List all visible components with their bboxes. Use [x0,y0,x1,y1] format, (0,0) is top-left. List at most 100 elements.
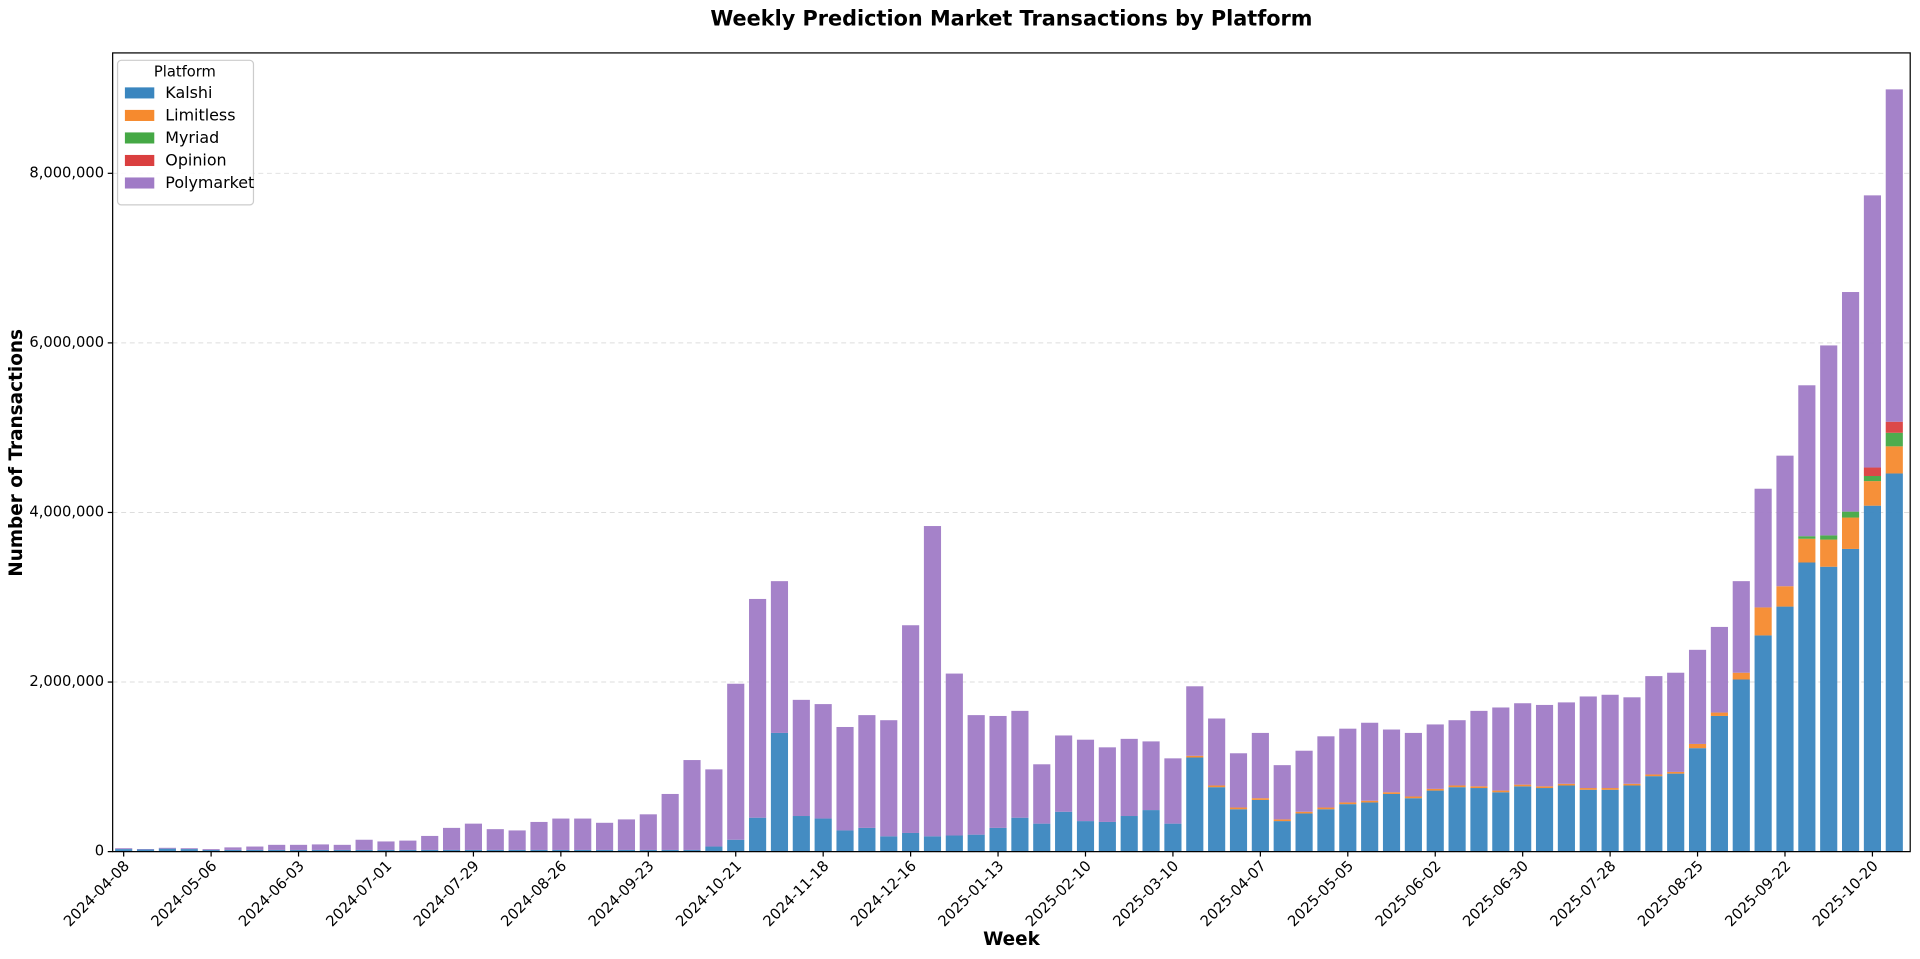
bar-segment [1427,789,1444,791]
bar-segment [1339,804,1356,851]
bar-segment [1077,740,1094,821]
bar-segment [1514,785,1531,787]
bar-segment [1667,774,1684,852]
legend-label: Limitless [165,106,235,125]
bar-segment [465,824,482,850]
bar-segment [1755,489,1772,608]
bar-segment [1864,506,1881,852]
bar-segment [1886,473,1903,851]
bar-segment [880,836,897,851]
bar-segment [377,841,394,849]
bar-segment [1864,468,1881,476]
bar-segment [1208,785,1225,787]
bar-segment [946,674,963,836]
bar-segment [1645,676,1662,774]
bar-segment [1864,481,1881,506]
bar-segment [1208,719,1225,786]
bar-segment [224,847,241,850]
bar-segment [1602,790,1619,852]
bar-segment [1842,292,1859,512]
bar-segment [596,823,613,850]
bar-segment [1536,788,1553,852]
chart-title: Weekly Prediction Market Transactions by… [710,7,1312,31]
bar-segment [1011,818,1028,852]
bar-segment [858,828,875,852]
bar-segment [1623,785,1640,851]
bar-segment [1842,549,1859,852]
bar-segment [1514,786,1531,851]
bar-segment [727,684,744,840]
bar-segment [989,716,1006,828]
bar-segment [1099,822,1116,852]
bar-segment [1623,784,1640,786]
bar-segment [1711,716,1728,852]
bar-segment [1449,720,1466,785]
bar-segment [1755,635,1772,851]
bar-segment [749,599,766,818]
bar-segment [1536,786,1553,788]
bar-segment [1449,787,1466,851]
bar-segment [1121,739,1138,816]
bar-segment [1405,797,1422,799]
bar-segment [246,847,263,850]
bar-segment [1252,800,1269,852]
legend-swatch [125,177,154,188]
bar-segment [159,848,176,849]
bar-segment [1711,627,1728,713]
bar-segment [1580,696,1597,788]
bar-segment [1252,733,1269,798]
bar-segment [1689,650,1706,744]
bar-segment [640,814,657,850]
bar-segment [1383,730,1400,793]
bar-segment [924,526,941,836]
bar-segment [1580,790,1597,852]
bar-segment [443,828,460,850]
legend-swatch [125,87,154,98]
bar-segment [1317,736,1334,807]
y-tick-label: 0 [95,843,104,860]
bar-segment [1667,673,1684,772]
bar-segment [705,847,722,852]
bar-segment [946,836,963,852]
bar-segment [1580,788,1597,790]
bar-segment [1274,821,1291,852]
bar-segment [1886,433,1903,447]
bar-segment [1755,607,1772,635]
bar-segment [203,849,220,850]
bar-segment [1470,788,1487,852]
bar-segment [1077,821,1094,852]
bar-segment [880,720,897,836]
bar-segment [1886,89,1903,421]
bar-segment [421,836,438,850]
bar-segment [1623,697,1640,783]
bar-segment [1055,812,1072,852]
bar-segment [1449,785,1466,787]
bar-segment [749,818,766,852]
bar-segment [683,760,700,850]
bar-segment [1602,695,1619,788]
bar-segment [1602,788,1619,790]
legend-swatch [125,132,154,143]
bar-segment [399,841,416,850]
bar-segment [1230,809,1247,851]
bar-segment [793,816,810,852]
bar-segment [312,844,329,850]
bar-segment [1667,772,1684,774]
bar-segment [1842,518,1859,549]
bar-segment [1317,808,1334,810]
legend-title: Platform [154,64,216,81]
bar-segment [1820,567,1837,852]
bar-segment [1864,195,1881,467]
bar-segment [1405,798,1422,851]
bar-segment [1886,422,1903,433]
bar-segment [1492,707,1509,790]
bar-segment [1645,774,1662,776]
legend-label: Kalshi [165,83,212,102]
bar-segment [1121,816,1138,852]
bar-segment [1711,713,1728,716]
bar-segment [1798,539,1815,563]
bar-segment [1689,748,1706,851]
bar-segment [1776,586,1793,606]
bar-segment [662,794,679,850]
